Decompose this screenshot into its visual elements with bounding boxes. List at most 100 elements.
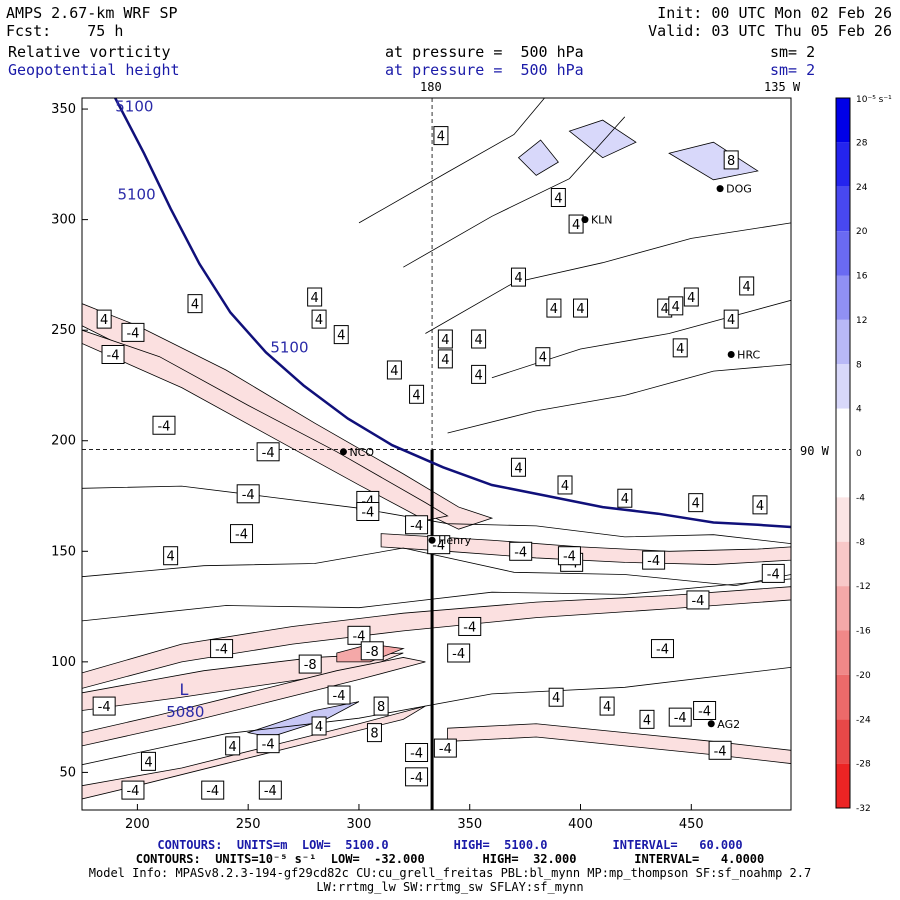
station-label-ag2: AG2: [717, 718, 740, 731]
vorticity-label: 8: [377, 700, 385, 715]
vorticity-label-box: [405, 743, 429, 763]
vorticity-label-box: [101, 344, 125, 364]
colorbar-swatch: [836, 364, 850, 409]
vorticity-label: 4: [437, 130, 445, 145]
vorticity-label-box: [739, 276, 755, 296]
height-contour-5100: [114, 98, 791, 529]
vorticity-label-box: [708, 740, 732, 760]
colorbar-label: 28: [856, 138, 868, 148]
vorticity-label: -4: [361, 505, 374, 520]
vorticity-label-box: [163, 546, 179, 566]
vorticity-label-box: [471, 329, 487, 349]
colorbar-swatch: [836, 275, 850, 320]
station-marker: [716, 185, 724, 193]
y-tick-label: 250: [51, 323, 76, 338]
colorbar-swatch: [836, 453, 850, 498]
vorticity-label: -4: [656, 643, 669, 658]
vorticity-label: 4: [727, 313, 735, 328]
lon-135w-label: 135 W: [764, 80, 801, 94]
vorticity-label: 4: [576, 302, 584, 317]
field1-name: Relative vorticity: [8, 43, 171, 61]
vorticity-label-box: [723, 150, 739, 170]
vorticity-label: 4: [166, 550, 174, 565]
vorticity-contour: [82, 547, 791, 587]
vorticity-label-box: [405, 767, 429, 787]
vorticity-label: 4: [643, 713, 651, 728]
vorticity-label-box: [152, 415, 176, 435]
y-tick-label: 50: [59, 765, 76, 780]
colorbar-label: -16: [856, 627, 871, 637]
vorticity-label: 4: [672, 300, 680, 315]
vorticity-label: 4: [412, 388, 420, 403]
footer-model-info: Model Info: MPASv8.2.3-194-gf29cd82c CU:…: [88, 866, 812, 880]
vorticity-label: -4: [714, 744, 727, 759]
vorticity-label-box: [668, 707, 692, 727]
lat-90w-label: 90 W: [800, 444, 829, 458]
vorticity-label: 4: [390, 364, 398, 379]
vorticity-label-box: [573, 298, 589, 318]
vorticity-label-box: [471, 364, 487, 384]
vorticity-label-box: [683, 287, 699, 307]
forecast-hour: Fcst: 75 h: [6, 22, 124, 40]
colorbar-frame: [835, 97, 851, 809]
vorticity-label-box: [311, 309, 327, 329]
colorbar-swatch: [836, 541, 850, 587]
colorbar-label: 24: [856, 183, 868, 193]
vorticity-label-box: [617, 488, 633, 508]
colorbar-label: -4: [856, 493, 865, 503]
vorticity-label-box: [201, 780, 225, 800]
vorticity-label: 4: [514, 271, 522, 286]
vorticity-label: 4: [756, 499, 764, 514]
colorbar-swatch: [836, 719, 850, 764]
station-marker: [339, 448, 347, 456]
vorticity-label-box: [550, 188, 566, 208]
height-contour-label: 5100: [117, 186, 155, 204]
colorbar-label: 12: [856, 316, 867, 326]
colorbar-swatch: [836, 98, 850, 143]
vorticity-label: 4: [191, 298, 199, 313]
vorticity-contour: [358, 98, 546, 224]
colorbar-swatch: [836, 408, 850, 453]
colorbar-swatch: [836, 586, 850, 631]
colorbar-swatch: [836, 630, 850, 675]
negative-vorticity-band: [82, 705, 426, 800]
vorticity-contour: [82, 667, 791, 766]
vorticity-label: -4: [463, 620, 476, 635]
low-marker: L: [179, 680, 188, 699]
vorticity-label: 4: [144, 755, 152, 770]
vorticity-label: 4: [621, 492, 629, 507]
vorticity-label: -4: [262, 738, 275, 753]
y-tick-label: 200: [51, 434, 76, 449]
station-label-kln: KLN: [591, 214, 613, 227]
station-marker: [581, 216, 589, 224]
vorticity-label-box: [327, 685, 351, 705]
height-contour-label: 5100: [270, 338, 308, 356]
vorticity-label-box: [311, 716, 327, 736]
vorticity-label: -4: [410, 747, 423, 762]
negative-vorticity-band: [82, 657, 426, 747]
vorticity-label: 4: [311, 291, 319, 306]
vorticity-contour: [447, 364, 791, 434]
colorbar-label: 20: [856, 227, 868, 237]
vorticity-label-box: [298, 654, 322, 674]
x-tick-label: 350: [457, 817, 482, 832]
colorbar-swatch: [836, 142, 850, 187]
vorticity-label: -4: [767, 567, 780, 582]
vorticity-label-box: [210, 639, 234, 659]
vorticity-label: 4: [337, 329, 345, 344]
vorticity-label-box: [225, 736, 241, 756]
colorbar-swatch: [836, 674, 850, 720]
vorticity-label: 4: [554, 192, 562, 207]
vorticity-label-box: [447, 643, 471, 663]
vorticity-label: -4: [242, 488, 255, 503]
vorticity-label: 4: [687, 291, 695, 306]
vorticity-label-box: [347, 625, 371, 645]
station-label-nco: NCO: [349, 446, 374, 459]
vorticity-label: 4: [474, 368, 482, 383]
vorticity-label-box: [642, 550, 666, 570]
vorticity-label: 4: [514, 461, 522, 476]
vorticity-label-box: [650, 639, 674, 659]
colorbar-label: 8: [856, 360, 862, 370]
vorticity-label: -4: [452, 647, 465, 662]
